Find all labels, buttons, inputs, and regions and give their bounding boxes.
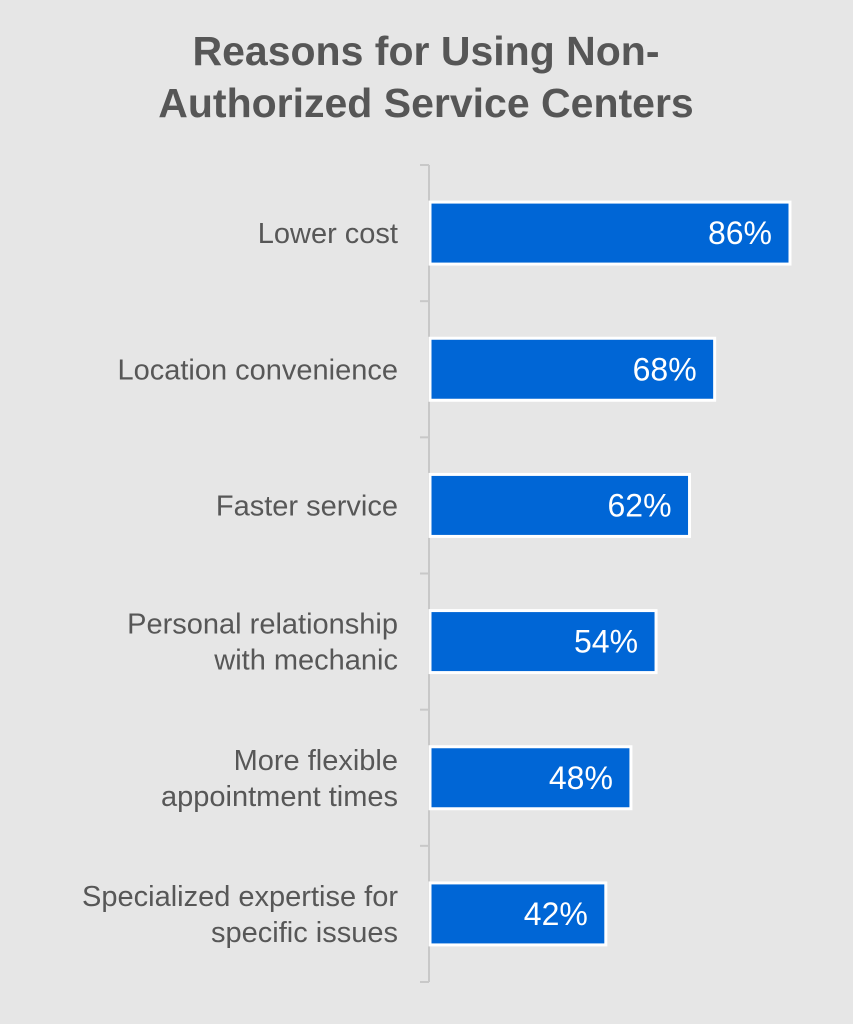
bar-value-label: 68% [633,351,697,387]
bar-value-label: 54% [574,624,638,660]
bar [428,472,692,538]
category-axis [420,164,430,983]
bars [428,200,792,947]
category-label: Specialized expertise for [82,881,398,913]
category-label: appointment times [161,781,398,813]
category-label: Lower cost [258,218,398,250]
bar-value-label: 86% [708,215,772,251]
bar [428,745,633,811]
bar [428,609,658,675]
category-label: with mechanic [213,645,398,677]
bar [428,200,792,266]
value-labels: 86% 68% 62% 54% 48% 42% [524,215,772,932]
category-label: More flexible [234,745,398,777]
chart-title-line: Reasons for Using Non- [193,28,660,74]
bar [428,336,717,402]
chart-title-line: Authorized Service Centers [158,80,693,126]
bar-value-label: 42% [524,896,588,932]
bar [428,881,608,947]
chart-title: Reasons for Using Non- Authorized Service… [158,28,693,126]
category-label: specific issues [211,917,398,949]
category-label: Personal relationship [127,609,398,641]
category-labels: Lower cost Location convenience Faster ser… [82,218,398,949]
bar-value-label: 48% [549,760,613,796]
bar-value-label: 62% [607,487,671,523]
category-label: Faster service [216,490,398,522]
category-label: Location convenience [117,354,398,386]
